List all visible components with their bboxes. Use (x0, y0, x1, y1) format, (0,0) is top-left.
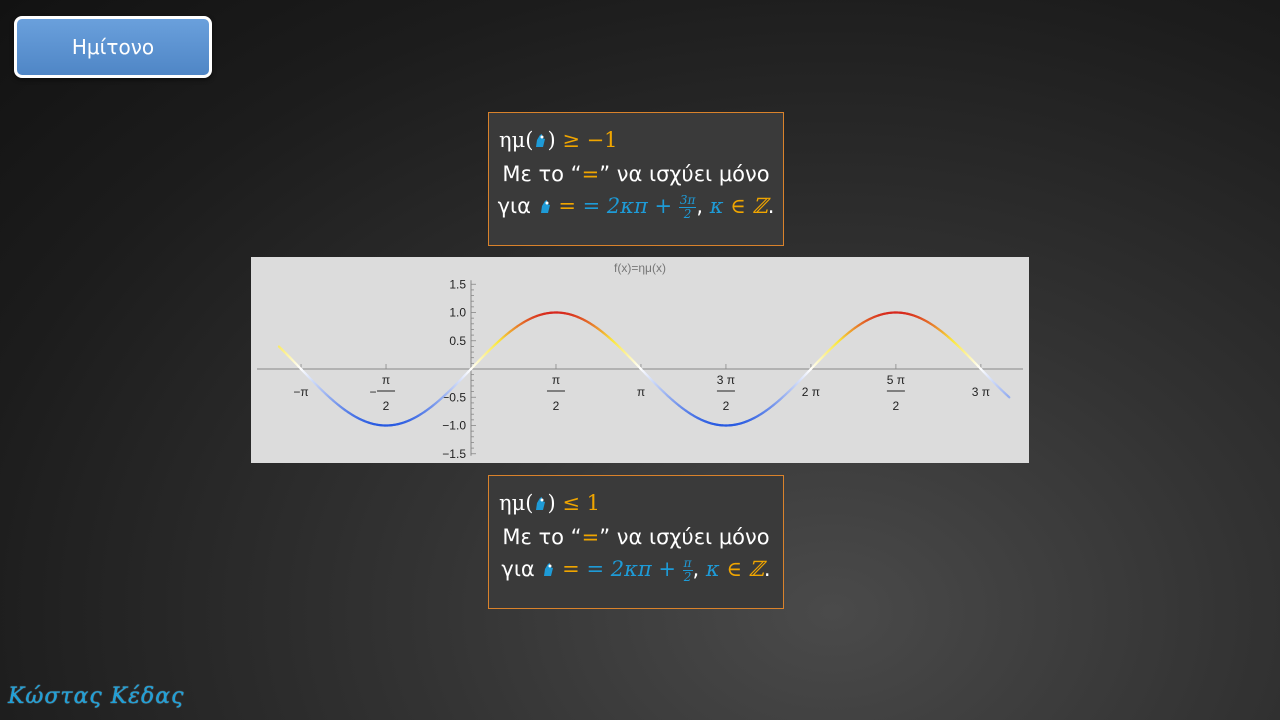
x-tick-label: π (637, 385, 645, 399)
equals-sign: = (581, 162, 600, 186)
variable-icon (544, 563, 554, 576)
text-prefix: Με το “ (502, 162, 582, 186)
variable-icon (540, 200, 550, 213)
func-name: ημ (499, 128, 526, 152)
frac-den: 2 (683, 206, 692, 221)
relation: ≤ 1 (562, 491, 600, 515)
text-for: για (497, 194, 531, 218)
variable-icon (536, 134, 546, 147)
y-tick-label: 1.0 (449, 306, 466, 320)
period: . (767, 194, 775, 218)
x-tick-label-num: 5 π (887, 373, 905, 387)
frac-num: π (682, 555, 693, 571)
info-box-lower-bound: ημ() ≥ −1 Με το “=” να ισχύει μόνο για =… (488, 112, 784, 246)
x-tick-label-den: 2 (383, 399, 390, 413)
x-tick-label: 3 π (972, 385, 990, 399)
chart-title: f(x)=ημ(x) (614, 261, 666, 275)
x-tick-label-num: π (382, 373, 390, 387)
kappa: κ (709, 194, 724, 218)
y-tick-label: 1.5 (449, 277, 466, 291)
text-for: για (501, 557, 535, 581)
title-button[interactable]: Ημίτονο (14, 16, 212, 78)
x-tick-label: 2 π (802, 385, 820, 399)
func-name: ημ (499, 491, 526, 515)
condition-line: Με το “=” να ισχύει μόνο (489, 522, 783, 552)
text-suffix: ” να ισχύει μόνο (599, 162, 770, 186)
variable-icon (536, 497, 546, 510)
x-tick-label-num: π (552, 373, 560, 387)
period: . (763, 557, 771, 581)
frac-num: 3π (678, 192, 697, 208)
in-integers: ∈ ℤ (726, 557, 764, 581)
expr-text: = 2κπ + (586, 557, 676, 581)
condition-line: Με το “=” να ισχύει μόνο (489, 159, 783, 189)
relation: ≥ −1 (562, 128, 618, 152)
author-signature: Κώστας Κέδας (8, 684, 185, 709)
fraction: 3π 2 (678, 192, 697, 221)
sine-chart: f(x)=ημ(x)1.51.00.5−0.5−1.0−1.5−ππ2−π2π3… (251, 257, 1029, 463)
solution-expr: = = 2κπ + (558, 194, 673, 218)
y-tick-label: −0.5 (442, 390, 466, 404)
text-prefix: Με το “ (502, 525, 582, 549)
inequality-line: ημ() ≥ −1 (499, 128, 618, 152)
solution-line: για = = 2κπ + 3π 2, κ ∈ ℤ. (497, 192, 775, 221)
sine-curve-segment (1006, 394, 1011, 399)
expr-text: = 2κπ + (582, 194, 673, 218)
x-tick-label-num: 3 π (717, 373, 735, 387)
solution-expr: = = 2κπ + (562, 557, 676, 581)
x-tick-label-den: 2 (553, 399, 560, 413)
inequality-line: ημ() ≤ 1 (499, 491, 600, 515)
equals-sign: = (581, 525, 600, 549)
kappa: κ (705, 557, 720, 581)
x-tick-label-sign: − (370, 385, 377, 399)
y-tick-label: −1.5 (442, 447, 466, 461)
frac-den: 2 (683, 569, 692, 584)
x-tick-label-den: 2 (893, 399, 900, 413)
y-tick-label: 0.5 (449, 334, 466, 348)
text-suffix: ” να ισχύει μόνο (599, 525, 770, 549)
x-tick-label: −π (293, 385, 308, 399)
info-box-upper-bound: ημ() ≤ 1 Με το “=” να ισχύει μόνο για = … (488, 475, 784, 609)
in-integers: ∈ ℤ (730, 194, 768, 218)
y-tick-label: −1.0 (442, 419, 466, 433)
x-tick-label-den: 2 (723, 399, 730, 413)
